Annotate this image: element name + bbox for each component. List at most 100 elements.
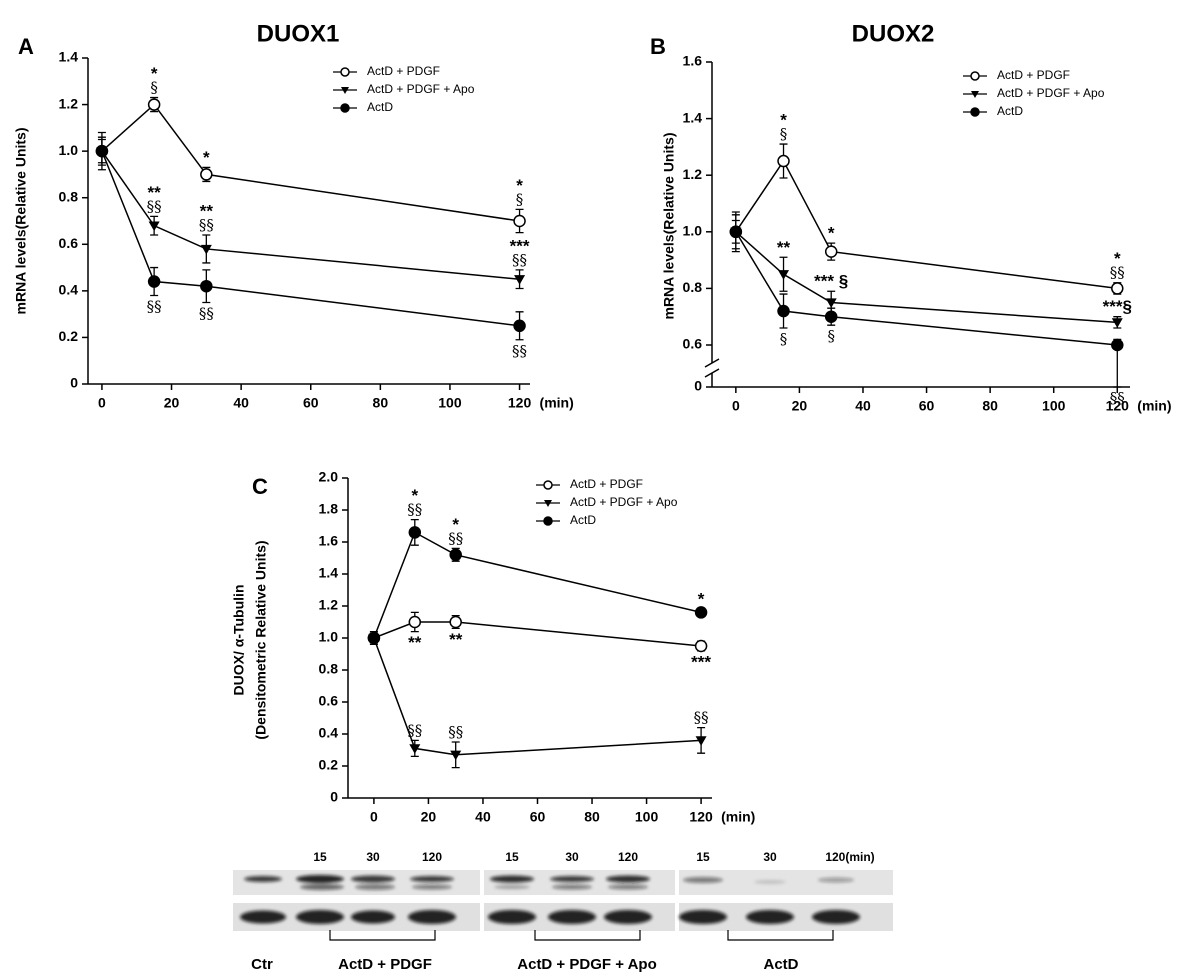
x-tick-label: 120 xyxy=(689,809,713,825)
marker xyxy=(514,216,525,227)
x-tick-label: 40 xyxy=(233,395,249,411)
significance-mark: *** xyxy=(691,652,711,671)
y-tick-label: 0 xyxy=(70,375,78,391)
group-bracket xyxy=(330,930,833,940)
western-blot: 15 30 120 15 30 120 15 30 120(min) Ctr A… xyxy=(233,850,893,973)
y-tick-label: 0.8 xyxy=(59,188,79,204)
lane-label: 15 xyxy=(696,850,710,864)
lane-label: 15 xyxy=(313,850,327,864)
significance-mark: ** xyxy=(449,630,463,649)
significance-mark: §§ xyxy=(1110,264,1125,282)
y-tick-label: 1.0 xyxy=(319,629,339,645)
marker xyxy=(826,246,837,257)
x-tick-label: 100 xyxy=(635,809,659,825)
marker xyxy=(696,641,707,652)
y-axis-label: mRNA levels(Relative Units) xyxy=(13,128,29,315)
series-line xyxy=(736,232,1117,323)
y-tick-label: 1.4 xyxy=(683,109,703,125)
significance-mark: § xyxy=(150,79,158,97)
x-tick-label: 80 xyxy=(373,395,389,411)
series-line xyxy=(102,151,520,279)
x-tick-label: 40 xyxy=(475,809,491,825)
significance-mark: § xyxy=(780,125,788,143)
marker xyxy=(149,276,160,287)
significance-mark: * xyxy=(828,224,835,243)
y-tick-label: 0.6 xyxy=(319,693,339,709)
group-label: Ctr xyxy=(251,956,273,973)
group-label: ActD + PDGF xyxy=(338,956,432,973)
series-line xyxy=(102,151,520,326)
x-tick-label: 60 xyxy=(303,395,319,411)
marker xyxy=(96,146,107,157)
legend-marker xyxy=(544,517,552,525)
marker xyxy=(201,281,212,292)
y-tick-label: 0.6 xyxy=(683,336,703,352)
series-line xyxy=(736,161,1117,288)
significance-mark: §§ xyxy=(407,501,422,519)
y-tick-label: 1.0 xyxy=(59,142,79,158)
marker xyxy=(201,169,212,180)
y-tick-label: 0 xyxy=(694,378,702,394)
x-tick-label: 120 xyxy=(508,395,532,411)
y-tick-label: 0 xyxy=(330,789,338,805)
marker xyxy=(409,527,420,538)
y-tick-label: 0.8 xyxy=(319,661,339,677)
legend-label: ActD + PDGF xyxy=(367,64,440,78)
significance-mark: ** xyxy=(777,238,791,257)
x-tick-label: 20 xyxy=(164,395,180,411)
x-tick-label: 0 xyxy=(732,398,740,414)
legend-marker xyxy=(971,108,979,116)
y-tick-label: 0.4 xyxy=(59,282,79,298)
y-tick-label: 0.2 xyxy=(59,328,79,344)
x-tick-label: 80 xyxy=(584,809,600,825)
x-tick-label: 80 xyxy=(982,398,998,414)
group-label: ActD + PDGF + Apo xyxy=(517,956,656,973)
marker xyxy=(409,617,420,628)
y-axis-label: DUOX/ α-Tubulin xyxy=(231,585,247,696)
marker xyxy=(778,270,789,280)
significance-mark: §§ xyxy=(448,529,463,547)
x-axis-label: (min) xyxy=(1137,398,1171,414)
significance-mark: § xyxy=(780,330,788,348)
lane-label: 120 xyxy=(422,850,442,864)
y-axis-label: (Densitometric Relative Units) xyxy=(253,540,269,739)
series-line xyxy=(374,622,701,646)
marker xyxy=(1112,340,1123,351)
x-axis-label: (min) xyxy=(721,809,755,825)
significance-mark: * xyxy=(203,148,210,167)
lane-label: 15 xyxy=(505,850,519,864)
legend-marker xyxy=(341,68,349,76)
legend-label: ActD + PDGF xyxy=(570,477,643,491)
significance-mark: §§ xyxy=(694,709,709,727)
lane-label: 120 xyxy=(618,850,638,864)
y-tick-label: 1.0 xyxy=(683,223,703,239)
y-tick-label: 2.0 xyxy=(319,469,339,485)
x-tick-label: 40 xyxy=(855,398,871,414)
marker xyxy=(368,633,379,644)
legend-label: ActD + PDGF + Apo xyxy=(997,86,1105,100)
panel-label: A xyxy=(18,34,34,59)
legend-label: ActD xyxy=(997,104,1023,118)
marker xyxy=(778,306,789,317)
x-tick-label: 60 xyxy=(530,809,546,825)
x-axis-label: (min) xyxy=(540,395,574,411)
significance-mark: §§ xyxy=(407,721,422,739)
marker xyxy=(450,617,461,628)
series-line xyxy=(102,105,520,221)
marker xyxy=(1112,283,1123,294)
legend-label: ActD + PDGF + Apo xyxy=(367,82,475,96)
marker xyxy=(450,751,461,761)
lane-label: 30 xyxy=(366,850,380,864)
marker xyxy=(826,311,837,322)
significance-mark: §§ xyxy=(199,216,214,234)
marker xyxy=(1112,318,1123,328)
y-tick-label: 0.6 xyxy=(59,235,79,251)
y-tick-label: 1.4 xyxy=(319,565,339,581)
x-tick-label: 100 xyxy=(438,395,462,411)
y-tick-label: 1.4 xyxy=(59,49,79,65)
legend-label: ActD xyxy=(367,100,393,114)
y-tick-label: 0.4 xyxy=(319,725,339,741)
figure: 15 30 120 15 30 120 15 30 120(min) Ctr A… xyxy=(0,0,1195,977)
y-tick-label: 1.2 xyxy=(59,95,79,111)
chart: CDUOX/ α-Tubulin(Densitometric Relative … xyxy=(231,469,756,825)
